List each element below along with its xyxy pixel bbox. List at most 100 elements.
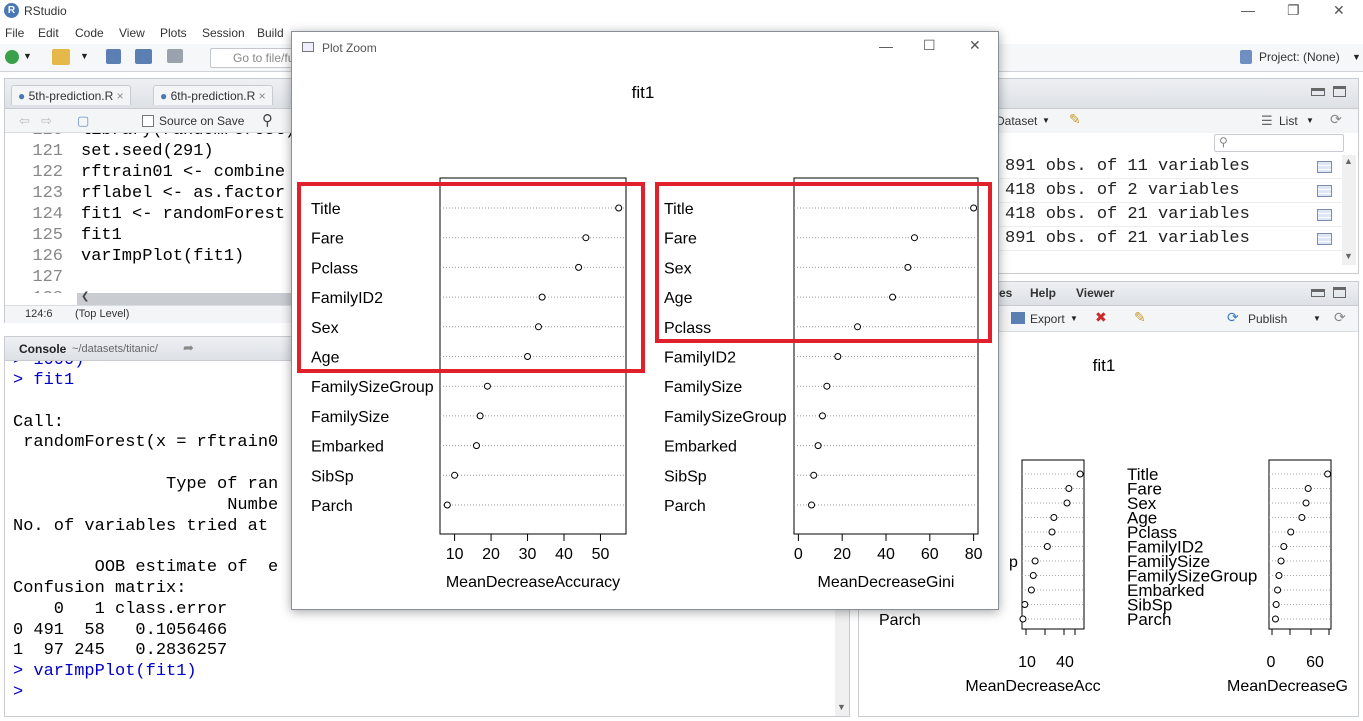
print-icon[interactable] (167, 49, 183, 63)
maximize-pane-icon[interactable] (1333, 287, 1346, 298)
view-mode-selector[interactable]: List (1279, 114, 1298, 128)
close-tab-icon[interactable]: × (116, 89, 124, 103)
publish-button[interactable]: Publish (1248, 312, 1288, 326)
console-output-line: 0 1 class.error (13, 599, 228, 619)
close-tab-icon[interactable]: × (258, 89, 266, 103)
chevron-down-icon[interactable]: ▼ (80, 51, 89, 61)
search-icon[interactable]: ⚲ (262, 112, 273, 129)
back-arrow-icon[interactable]: ⇦ (19, 113, 30, 128)
scroll-left-icon[interactable]: ❮ (81, 291, 90, 302)
x-tick-label: 10 (1018, 654, 1036, 671)
tab-viewer[interactable]: Viewer (1076, 286, 1115, 300)
tab-6th-prediction[interactable]: ● 6th-prediction.R × (153, 85, 273, 105)
tab-help[interactable]: Help (1030, 286, 1057, 300)
mini-plot-frame (1021, 459, 1085, 630)
mini-variable-label: FamilySizeGroup (1127, 567, 1257, 586)
dataset-summary: 891 obs. of 21 variables (1005, 229, 1250, 248)
forward-arrow-icon[interactable]: ⇨ (41, 113, 52, 128)
scroll-down-icon[interactable]: ▼ (837, 702, 846, 712)
source-on-save-checkbox[interactable] (142, 115, 154, 127)
minimize-pane-icon[interactable] (1311, 289, 1325, 297)
dataset-summary: 418 obs. of 2 variables (1005, 181, 1240, 200)
broom-icon[interactable]: ✎ (1069, 111, 1081, 127)
mini-variable-label: Parch (1127, 610, 1171, 629)
scope-selector[interactable]: (Top Level) (75, 308, 130, 320)
environment-scrollbar[interactable]: ▲ ▼ (1342, 155, 1356, 265)
zoom-maximize-icon[interactable]: ☐ (923, 37, 936, 53)
code-line: fit1 (81, 226, 122, 245)
environment-row[interactable]: 891 obs. of 11 variables (859, 155, 1342, 179)
chevron-down-icon[interactable]: ▼ (1070, 314, 1078, 323)
goto-file-input[interactable]: Go to file/function (210, 48, 295, 68)
mini-importance-point (1048, 528, 1056, 536)
view-table-icon[interactable] (1317, 161, 1332, 173)
code-line-partial: library(randomForest) (81, 133, 295, 141)
console-tab[interactable]: Console (19, 342, 67, 356)
view-table-icon[interactable] (1317, 185, 1332, 197)
environment-row[interactable]: 418 obs. of 2 variables (859, 179, 1342, 203)
horizontal-scrollbar[interactable]: ❮ (77, 291, 295, 305)
menu-session[interactable]: Session (202, 26, 245, 40)
save-icon[interactable] (106, 49, 121, 64)
menu-view[interactable]: View (119, 26, 145, 40)
plot-title: fit1 (632, 83, 655, 102)
export-button[interactable]: Export (1030, 312, 1065, 326)
project-menu[interactable]: Project: (None) (1259, 50, 1340, 64)
importance-point (814, 442, 822, 450)
broom-icon[interactable]: ✎ (1134, 309, 1146, 325)
console-output-line: Type of ran (13, 475, 279, 494)
maximize-icon[interactable]: ❐ (1287, 2, 1300, 18)
view-table-icon[interactable] (1317, 233, 1332, 245)
publish-icon: ⟳ (1227, 309, 1239, 325)
scroll-up-icon[interactable]: ▲ (1344, 156, 1353, 166)
chevron-down-icon[interactable]: ▼ (1313, 314, 1321, 323)
refresh-icon[interactable]: ⟳ (1334, 309, 1346, 325)
scroll-down-icon[interactable]: ▼ (1344, 251, 1353, 261)
editor-tab-bar: ● 5th-prediction.R × ● 6th-prediction.R … (5, 79, 295, 109)
line-number: 127 (32, 268, 63, 287)
chevron-down-icon[interactable]: ▼ (1306, 116, 1314, 125)
menu-edit[interactable]: Edit (38, 26, 59, 40)
variable-label: FamilyID2 (311, 290, 383, 307)
tab-packages[interactable]: es (999, 286, 1013, 300)
x-tick-label: 60 (921, 546, 939, 563)
variable-label: Title (311, 201, 341, 218)
x-axis-label: MeanDecreaseGini (818, 574, 955, 591)
environment-row[interactable]: 418 obs. of 21 variables (859, 203, 1342, 227)
menu-file[interactable]: File (5, 26, 25, 40)
open-folder-icon[interactable] (52, 49, 70, 65)
menu-build[interactable]: Build (257, 26, 284, 40)
importance-point (970, 204, 978, 212)
close-icon[interactable]: ✕ (1333, 2, 1345, 18)
zoom-minimize-icon[interactable]: — (879, 38, 893, 54)
environment-row[interactable]: 891 obs. of 21 variables (859, 227, 1342, 251)
goto-directory-icon[interactable]: ➦ (183, 340, 194, 355)
chevron-down-icon[interactable]: ▼ (23, 51, 32, 61)
variable-label: Fare (664, 231, 697, 248)
mini-importance-point (1065, 485, 1073, 492)
view-table-icon[interactable] (1317, 209, 1332, 221)
new-file-icon[interactable] (5, 50, 19, 64)
menu-code[interactable]: Code (75, 26, 104, 40)
remove-plot-icon[interactable]: ✖ (1095, 309, 1107, 325)
minimize-icon[interactable]: — (1241, 2, 1255, 18)
search-icon: ⚲ (1219, 135, 1228, 149)
show-in-window-icon[interactable]: ▢ (77, 113, 90, 128)
zoom-close-icon[interactable]: ✕ (969, 37, 981, 53)
environment-search-input[interactable]: ⚲ (1214, 134, 1344, 152)
refresh-icon[interactable]: ⟳ (1330, 111, 1342, 127)
menu-plots[interactable]: Plots (160, 26, 187, 40)
mini-importance-point (1027, 586, 1035, 594)
environment-list: 891 obs. of 11 variables 418 obs. of 2 va… (859, 155, 1358, 255)
import-dataset-button[interactable]: Dataset (996, 114, 1038, 128)
chevron-down-icon[interactable]: ▼ (1352, 52, 1361, 62)
save-all-icon[interactable] (135, 49, 152, 64)
mini-variable-label: FamilySize (1127, 552, 1210, 571)
tab-5th-prediction[interactable]: ● 5th-prediction.R × (11, 85, 131, 105)
mini-importance-point (1076, 470, 1084, 478)
minimize-pane-icon[interactable] (1311, 88, 1325, 96)
chevron-down-icon[interactable]: ▼ (1042, 116, 1050, 125)
code-area[interactable]: 120 library(randomForest) 121set.seed(29… (5, 133, 295, 293)
maximize-pane-icon[interactable] (1333, 86, 1346, 97)
